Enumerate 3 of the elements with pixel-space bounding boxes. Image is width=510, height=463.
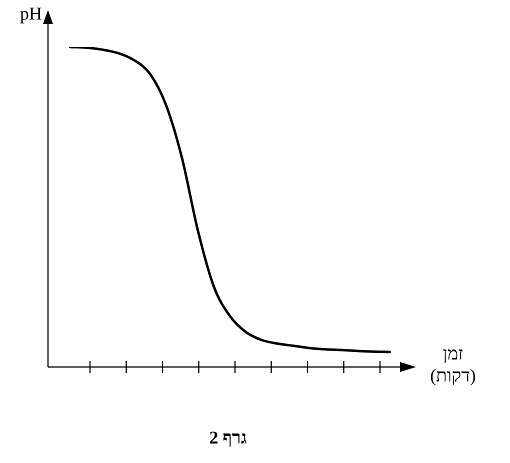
x-axis-title: זמן (דקות) xyxy=(430,344,476,386)
text: גרף 2 xyxy=(209,428,247,448)
y-axis-title: pH xyxy=(20,4,42,24)
